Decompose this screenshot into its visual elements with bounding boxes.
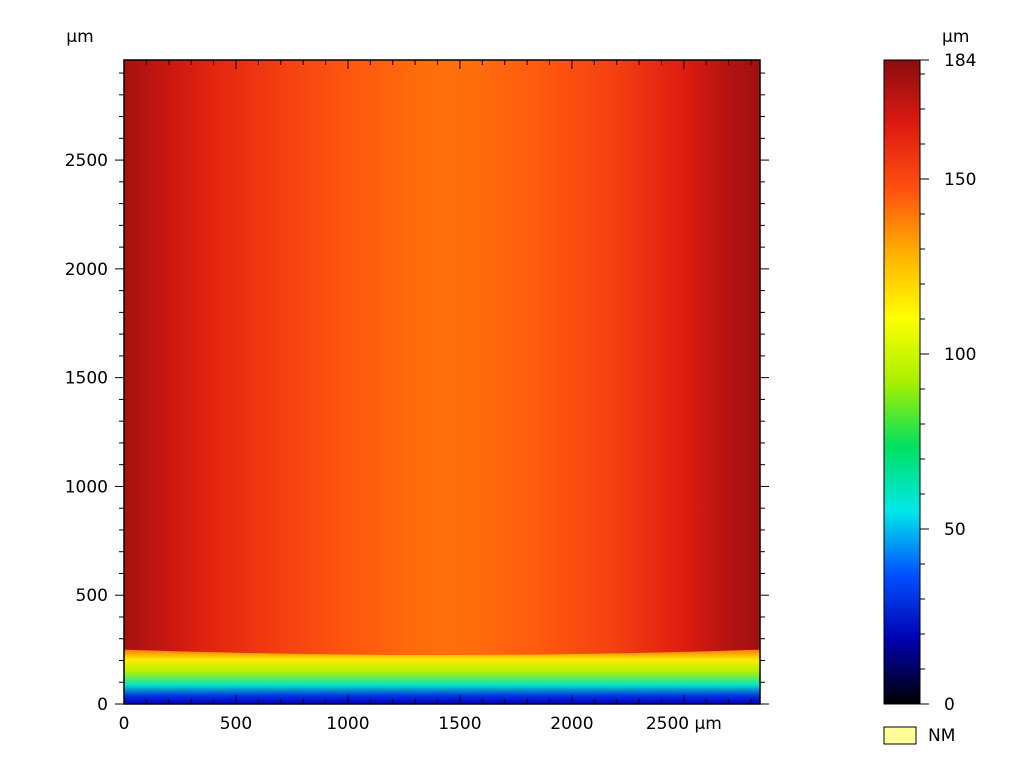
x-tick-label: 2000 — [550, 714, 593, 734]
surface-plateau — [124, 60, 760, 704]
x-tick-label: 500 — [220, 714, 252, 734]
y-tick-label: 0 — [97, 695, 108, 715]
colorbar-unit-label: µm — [942, 27, 969, 47]
x-tick-label: 0 — [119, 714, 130, 734]
x-tick-label: 2500 µm — [646, 714, 722, 734]
x-tick-label: 1500 — [438, 714, 481, 734]
y-tick-label: 2500 — [65, 151, 108, 171]
plot-frame — [123, 59, 761, 705]
colorbar-tick-label: 184 — [944, 51, 976, 71]
y-tick-label: 500 — [76, 586, 108, 606]
colorbar-tick-label: 0 — [944, 695, 955, 715]
surface-edge-band — [124, 649, 760, 704]
plot-area — [124, 60, 760, 704]
colorbar-tick-label: 150 — [944, 170, 976, 190]
x-tick-label: 1000 — [326, 714, 369, 734]
y-tick-label: 2000 — [65, 260, 108, 280]
y-axis: 0 500 1000 1500 2000 2500 — [65, 72, 769, 715]
y-tick-label: 1500 — [65, 369, 108, 389]
colorbar-axis: 0 50 100 150 184 — [920, 51, 976, 715]
legend-swatch-nm — [883, 726, 917, 745]
y-axis-unit-label: µm — [66, 27, 93, 47]
colorbar — [883, 59, 921, 705]
legend-label-nm: NM — [928, 726, 955, 746]
colorbar-tick-label: 50 — [944, 520, 966, 540]
x-axis: 0 500 1000 1500 2000 2500 µm — [119, 60, 752, 734]
y-tick-label: 1000 — [65, 477, 108, 497]
colorbar-tick-label: 100 — [944, 345, 976, 365]
